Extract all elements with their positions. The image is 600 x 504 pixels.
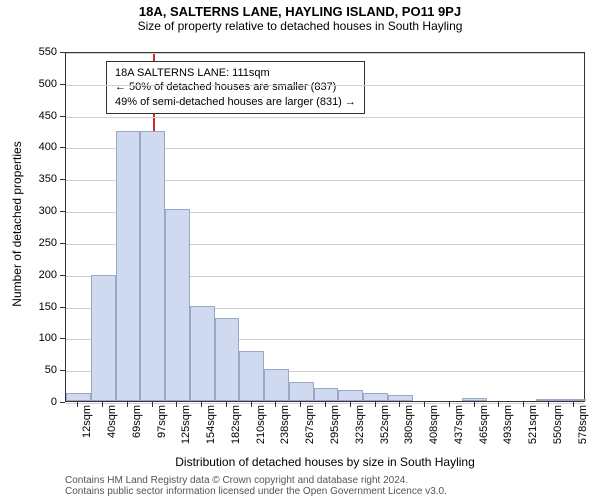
x-tick-label: 182sqm <box>230 405 242 450</box>
y-axis-label: Number of detached properties <box>10 124 24 324</box>
annotation-line3: 49% of semi-detached houses are larger (… <box>115 95 356 109</box>
x-tick-mark <box>102 402 103 407</box>
annotation-line2: ← 50% of detached houses are smaller (83… <box>115 80 356 94</box>
x-tick-label: 125sqm <box>180 405 192 450</box>
x-tick-label: 238sqm <box>279 405 291 450</box>
x-tick-mark <box>449 402 450 407</box>
histogram-bar <box>536 399 561 401</box>
y-tick-label: 350 <box>27 173 57 185</box>
x-tick-label: 550sqm <box>552 405 564 450</box>
x-tick-label: 323sqm <box>354 405 366 450</box>
histogram-bar <box>66 393 91 401</box>
x-tick-mark <box>201 402 202 407</box>
histogram-bar <box>190 306 215 401</box>
x-tick-label: 465sqm <box>478 405 490 450</box>
x-tick-mark <box>573 402 574 407</box>
y-tick-label: 250 <box>27 237 57 249</box>
histogram-bar <box>140 131 165 401</box>
chart-title: 18A, SALTERNS LANE, HAYLING ISLAND, PO11… <box>0 4 600 19</box>
histogram-bar <box>462 398 487 401</box>
histogram-bar <box>165 209 190 401</box>
footer-attribution: Contains HM Land Registry data © Crown c… <box>65 475 447 497</box>
chart-plot-area: 18A SALTERNS LANE: 111sqm ← 50% of detac… <box>65 52 585 402</box>
x-tick-label: 97sqm <box>156 405 168 450</box>
y-tick-mark <box>60 179 65 180</box>
y-tick-label: 0 <box>27 396 57 408</box>
gridline <box>66 53 584 54</box>
x-tick-label: 40sqm <box>106 405 118 450</box>
y-tick-mark <box>60 52 65 53</box>
footer-line2: Contains public sector information licen… <box>65 486 447 497</box>
y-tick-mark <box>60 116 65 117</box>
x-tick-label: 352sqm <box>379 405 391 450</box>
x-tick-mark <box>523 402 524 407</box>
histogram-bar <box>239 351 264 401</box>
x-tick-label: 578sqm <box>577 405 589 450</box>
x-tick-mark <box>498 402 499 407</box>
histogram-bar <box>289 382 314 401</box>
x-tick-label: 154sqm <box>205 405 217 450</box>
histogram-bar <box>91 275 116 401</box>
y-tick-label: 100 <box>27 332 57 344</box>
gridline <box>66 85 584 86</box>
x-tick-mark <box>77 402 78 407</box>
y-tick-label: 200 <box>27 269 57 281</box>
x-tick-label: 267sqm <box>304 405 316 450</box>
y-tick-label: 50 <box>27 364 57 376</box>
footer-line1: Contains HM Land Registry data © Crown c… <box>65 475 447 486</box>
y-tick-mark <box>60 243 65 244</box>
x-axis-label: Distribution of detached houses by size … <box>65 455 585 469</box>
x-tick-label: 295sqm <box>329 405 341 450</box>
x-tick-label: 380sqm <box>403 405 415 450</box>
y-tick-label: 450 <box>27 110 57 122</box>
histogram-bar <box>388 395 413 401</box>
y-tick-mark <box>60 211 65 212</box>
x-tick-mark <box>474 402 475 407</box>
x-tick-mark <box>300 402 301 407</box>
histogram-bar <box>338 390 363 401</box>
x-tick-mark <box>424 402 425 407</box>
annotation-box: 18A SALTERNS LANE: 111sqm ← 50% of detac… <box>106 61 365 114</box>
x-tick-label: 493sqm <box>502 405 514 450</box>
y-tick-mark <box>60 370 65 371</box>
histogram-bar <box>363 393 388 401</box>
x-tick-mark <box>375 402 376 407</box>
x-tick-mark <box>152 402 153 407</box>
x-tick-mark <box>350 402 351 407</box>
x-tick-mark <box>399 402 400 407</box>
x-tick-label: 437sqm <box>453 405 465 450</box>
x-tick-mark <box>275 402 276 407</box>
x-tick-mark <box>226 402 227 407</box>
y-tick-mark <box>60 147 65 148</box>
x-tick-label: 408sqm <box>428 405 440 450</box>
histogram-bar <box>215 318 240 401</box>
x-tick-label: 521sqm <box>527 405 539 450</box>
y-tick-label: 150 <box>27 301 57 313</box>
x-tick-label: 210sqm <box>255 405 267 450</box>
x-tick-label: 12sqm <box>81 405 93 450</box>
y-tick-mark <box>60 338 65 339</box>
x-tick-mark <box>127 402 128 407</box>
chart-subtitle: Size of property relative to detached ho… <box>0 19 600 33</box>
x-tick-mark <box>548 402 549 407</box>
y-tick-label: 550 <box>27 46 57 58</box>
y-tick-mark <box>60 275 65 276</box>
annotation-line1: 18A SALTERNS LANE: 111sqm <box>115 66 356 80</box>
x-tick-mark <box>251 402 252 407</box>
histogram-bar <box>116 131 141 401</box>
x-tick-mark <box>176 402 177 407</box>
histogram-bar <box>561 399 586 401</box>
y-tick-mark <box>60 402 65 403</box>
y-tick-mark <box>60 307 65 308</box>
y-tick-label: 500 <box>27 78 57 90</box>
histogram-bar <box>314 388 339 401</box>
gridline <box>66 117 584 118</box>
y-tick-label: 400 <box>27 141 57 153</box>
x-tick-label: 69sqm <box>131 405 143 450</box>
histogram-bar <box>264 369 289 401</box>
y-tick-label: 300 <box>27 205 57 217</box>
x-tick-mark <box>325 402 326 407</box>
y-tick-mark <box>60 84 65 85</box>
